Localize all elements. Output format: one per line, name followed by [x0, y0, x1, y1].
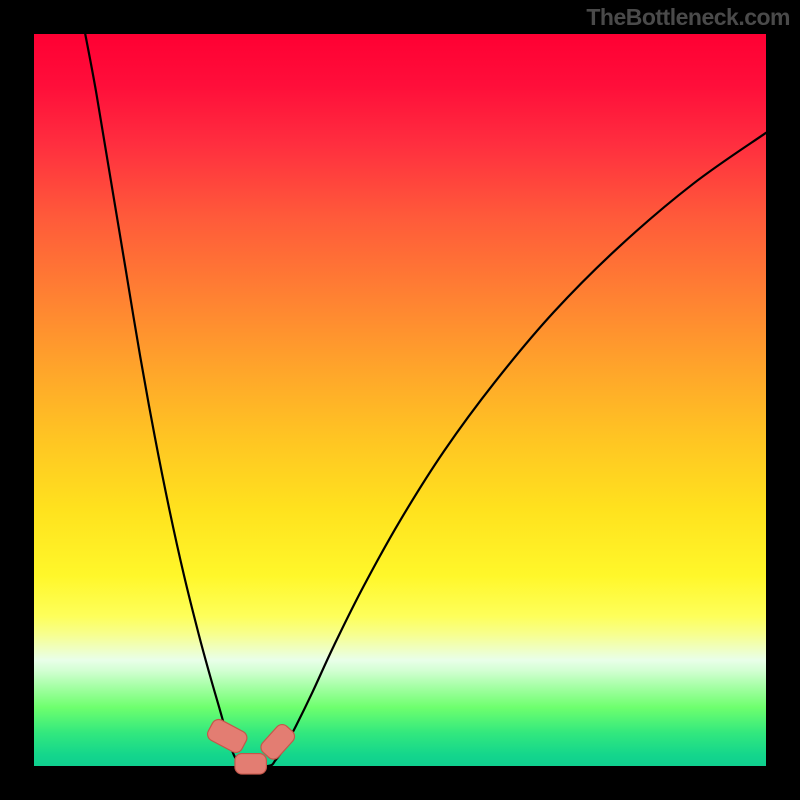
chart-container: TheBottleneck.com — [0, 0, 800, 800]
bottleneck-chart-svg — [0, 0, 800, 800]
plot-gradient-background — [34, 34, 766, 766]
curve-marker — [235, 754, 266, 774]
watermark-text: TheBottleneck.com — [586, 4, 790, 31]
